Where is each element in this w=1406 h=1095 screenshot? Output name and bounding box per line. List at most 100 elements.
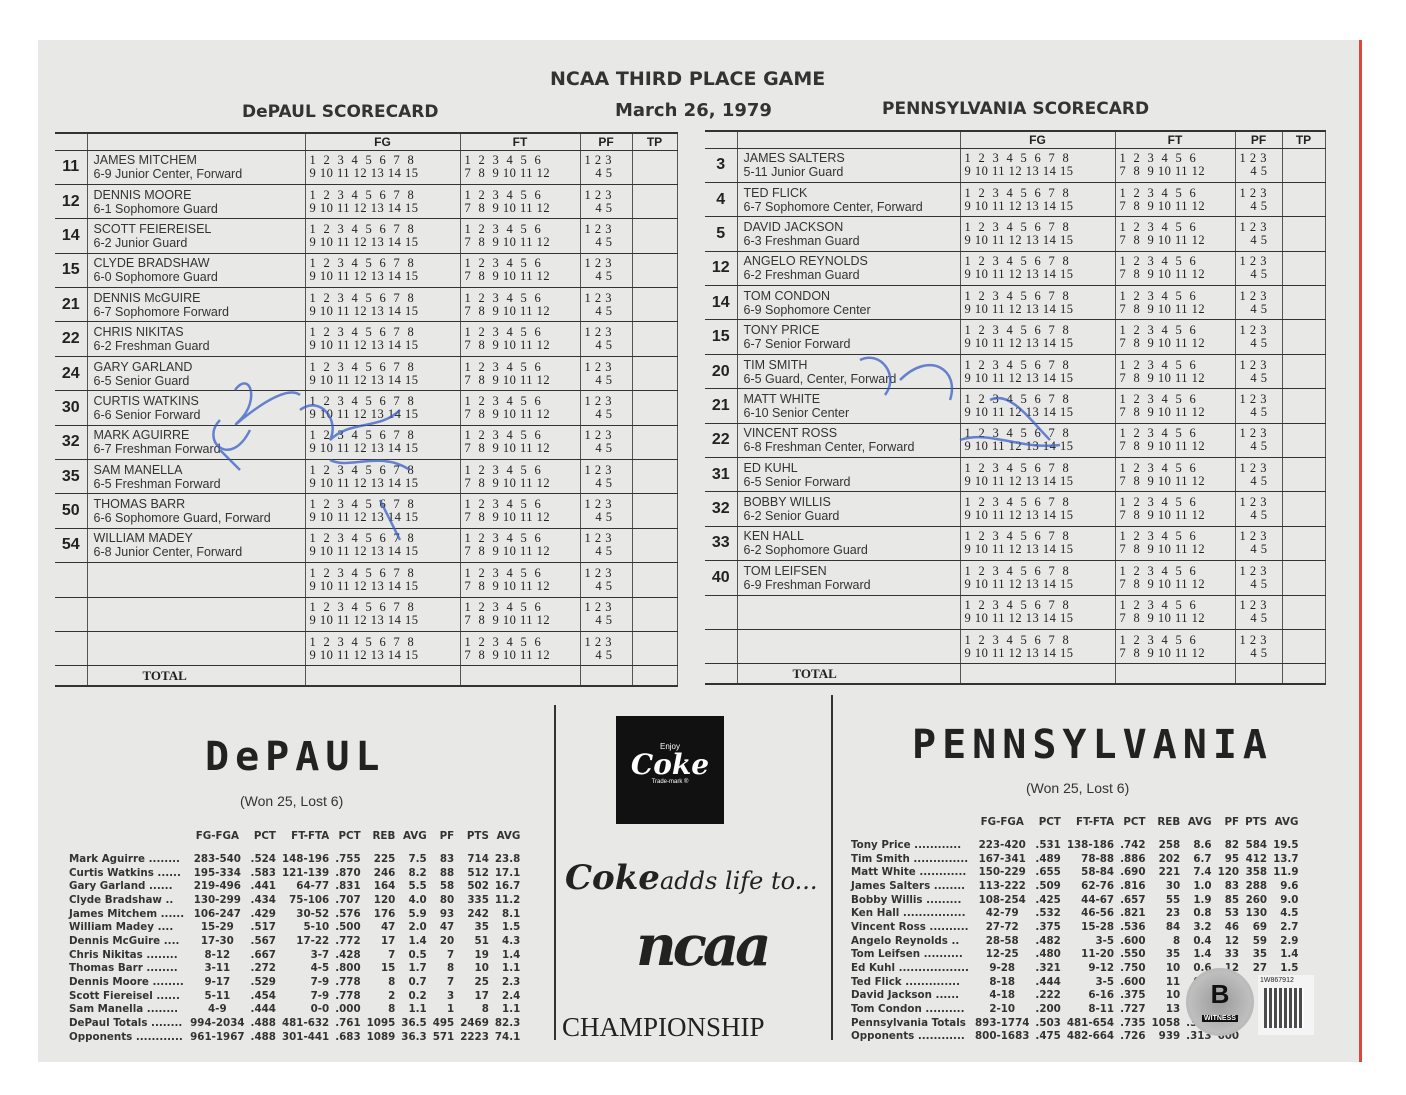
tp-box: [632, 184, 678, 220]
player-name-cell: BOBBY WILLIS 6-2 Senior Guard: [737, 491, 961, 527]
ncaa-logo: ncaa: [636, 913, 771, 979]
stat-value: .583: [250, 866, 276, 879]
player-info: 6-5 Senior Guard: [93, 373, 190, 388]
header-blank: [87, 134, 306, 151]
tp-box: [1282, 423, 1326, 459]
stat-value: .200: [1035, 1003, 1061, 1016]
stat-value: .726: [1120, 1030, 1146, 1043]
jersey-number: 31: [705, 457, 738, 493]
jersey-number: 21: [705, 388, 738, 424]
stat-value: 84: [1165, 920, 1181, 933]
player-name: TOM LEIFSEN: [743, 563, 827, 578]
stat-value: 17.1: [494, 866, 521, 879]
stat-value: 46-56: [1081, 907, 1115, 920]
stat-row: Vincent Ross .......... 27-72 .375 15-28 .53…: [848, 920, 1301, 934]
total-box: [632, 665, 678, 687]
stat-value: 7-9: [310, 989, 330, 1002]
stat-value: 8: [447, 962, 455, 975]
stat-value: .531: [1035, 838, 1061, 851]
stat-value: .444: [250, 1003, 276, 1016]
stat-value: .532: [1035, 907, 1061, 920]
stat-value: 82.3: [494, 1017, 521, 1030]
stat-header: PCT: [1123, 816, 1146, 828]
stat-value: 1.4: [408, 934, 427, 947]
tp-box: [632, 287, 678, 323]
stat-value: 95: [1224, 852, 1240, 865]
jersey-number: [55, 562, 88, 598]
stat-value: 8.2: [408, 866, 427, 879]
stat-value: 11: [1165, 975, 1181, 988]
stat-value: 80: [439, 893, 455, 906]
ft-tally: 1 2 3 4 5 6 7 8 9 10 11 12: [460, 425, 581, 461]
stat-row: Gary Garland ...... 219-496 .441 64-77 .831 1…: [66, 879, 523, 893]
player-name-cell: JAMES SALTERS 5-11 Junior Guard: [737, 148, 961, 183]
player-row: 12 ANGELO REYNOLDS 6-2 Freshman Guard 1 2 3…: [705, 251, 1326, 287]
jersey-number: 22: [705, 423, 738, 459]
player-name-cell: TIM SMITH 6-5 Guard, Center, Forward: [737, 354, 961, 390]
stat-value: 176: [373, 907, 396, 920]
player-name: James Salters ........: [851, 879, 966, 892]
penn-signature: [859, 356, 1061, 448]
player-name-cell: ANGELO REYNOLDS 6-2 Freshman Guard: [737, 251, 961, 287]
coke-logo: Enjoy Coke Trade-mark ®: [616, 716, 724, 824]
player-name: DAVID JACKSON: [743, 219, 844, 234]
stat-value: .600: [1120, 934, 1146, 947]
player-info: 6-9 Junior Center, Forward: [93, 167, 243, 182]
depaul-stats: FG-FGA PCT FT-FTA PCT REB AVG PF PTS AVG Mark Agu…: [66, 830, 523, 1044]
stat-header: FG-FGA: [195, 830, 239, 842]
player-name-cell: [87, 562, 306, 598]
tp-box: [632, 150, 678, 185]
stat-value: 58-84: [1081, 866, 1115, 879]
stat-value: 8: [1173, 934, 1181, 947]
stat-value: 1095: [366, 1017, 396, 1030]
stat-row: Matt White ............ 150-229 .655 58-84.…: [848, 865, 1301, 879]
total-box: [1115, 663, 1236, 685]
stat-value: .576: [335, 907, 361, 920]
player-name: Opponents ............: [851, 1030, 965, 1043]
fg-tally: 1 2 3 4 5 6 7 8 9 10 11 12 13 14 15: [305, 356, 461, 392]
tp-box: [632, 321, 678, 357]
player-name: Tim Smith ..............: [851, 852, 969, 865]
coke-enjoy: Enjoy: [659, 742, 680, 751]
stat-value: 1.4: [1280, 948, 1299, 961]
stat-value: 10: [1165, 989, 1181, 1002]
player-row: 21 DENNIS McGUIRE 6-7 Sophomore Forward 1 2…: [55, 287, 678, 323]
stat-value: 16.7: [494, 880, 521, 893]
stat-value: 223-420: [978, 838, 1026, 851]
player-name: TONY PRICE: [743, 323, 820, 338]
penn-record: (Won 25, Lost 6): [1026, 780, 1130, 796]
stat-value: 6.7: [1193, 852, 1212, 865]
stat-value: .735: [1120, 1016, 1146, 1029]
stat-value: 4.0: [408, 893, 427, 906]
penn-stats: FG-FGA PCT FT-FTA PCT REB AVG PF PTS AVG Tony Pri…: [848, 816, 1301, 1043]
stat-value: .778: [335, 976, 361, 989]
stat-row: Ken Hall ................ 42-79 .532 46-56.…: [848, 906, 1301, 920]
player-name: Gary Garland ......: [69, 880, 173, 893]
header-blank: [705, 132, 738, 149]
stat-value: 3-5: [1095, 934, 1115, 947]
fg-tally: 1 2 3 4 5 6 7 8 9 10 11 12 13 14 15: [960, 388, 1116, 424]
header-pf: PF: [1235, 132, 1283, 149]
stat-value: 584: [1245, 838, 1268, 851]
jersey-number: 21: [55, 287, 88, 323]
ft-tally: 1 2 3 4 5 6 7 8 9 10 11 12: [1115, 457, 1236, 493]
tp-box: [1282, 148, 1326, 183]
pf-tally: 1 2 3 4 5: [580, 150, 633, 185]
player-name: David Jackson ......: [851, 989, 960, 1002]
jersey-number: 3: [705, 148, 738, 183]
ft-tally: 1 2 3 4 5 6 7 8 9 10 11 12: [460, 528, 581, 564]
player-name-cell: TED FLICK 6-7 Sophomore Center, Forward: [737, 182, 961, 218]
player-name: Sam Manella ........: [69, 1003, 179, 1016]
player-row: 11 JAMES MITCHEM 6-9 Junior Center, Forwar…: [55, 150, 678, 185]
total-box: [1282, 663, 1326, 685]
stat-value: 5-11: [204, 989, 231, 1002]
stat-value: .313: [1186, 1030, 1212, 1043]
stat-value: 23: [1165, 907, 1181, 920]
coke-wordmark: Coke: [630, 748, 710, 781]
stat-value: .488: [250, 1017, 276, 1030]
tp-box: [1282, 216, 1326, 252]
pf-tally: 1 2 3 4 5: [1235, 216, 1283, 252]
player-info: 6-5 Freshman Forward: [93, 476, 221, 491]
stat-value: .727: [1120, 1003, 1146, 1016]
player-row: 1 2 3 4 5 6 7 8 9 10 11 12 13 14 15 1 2 3…: [55, 631, 678, 667]
